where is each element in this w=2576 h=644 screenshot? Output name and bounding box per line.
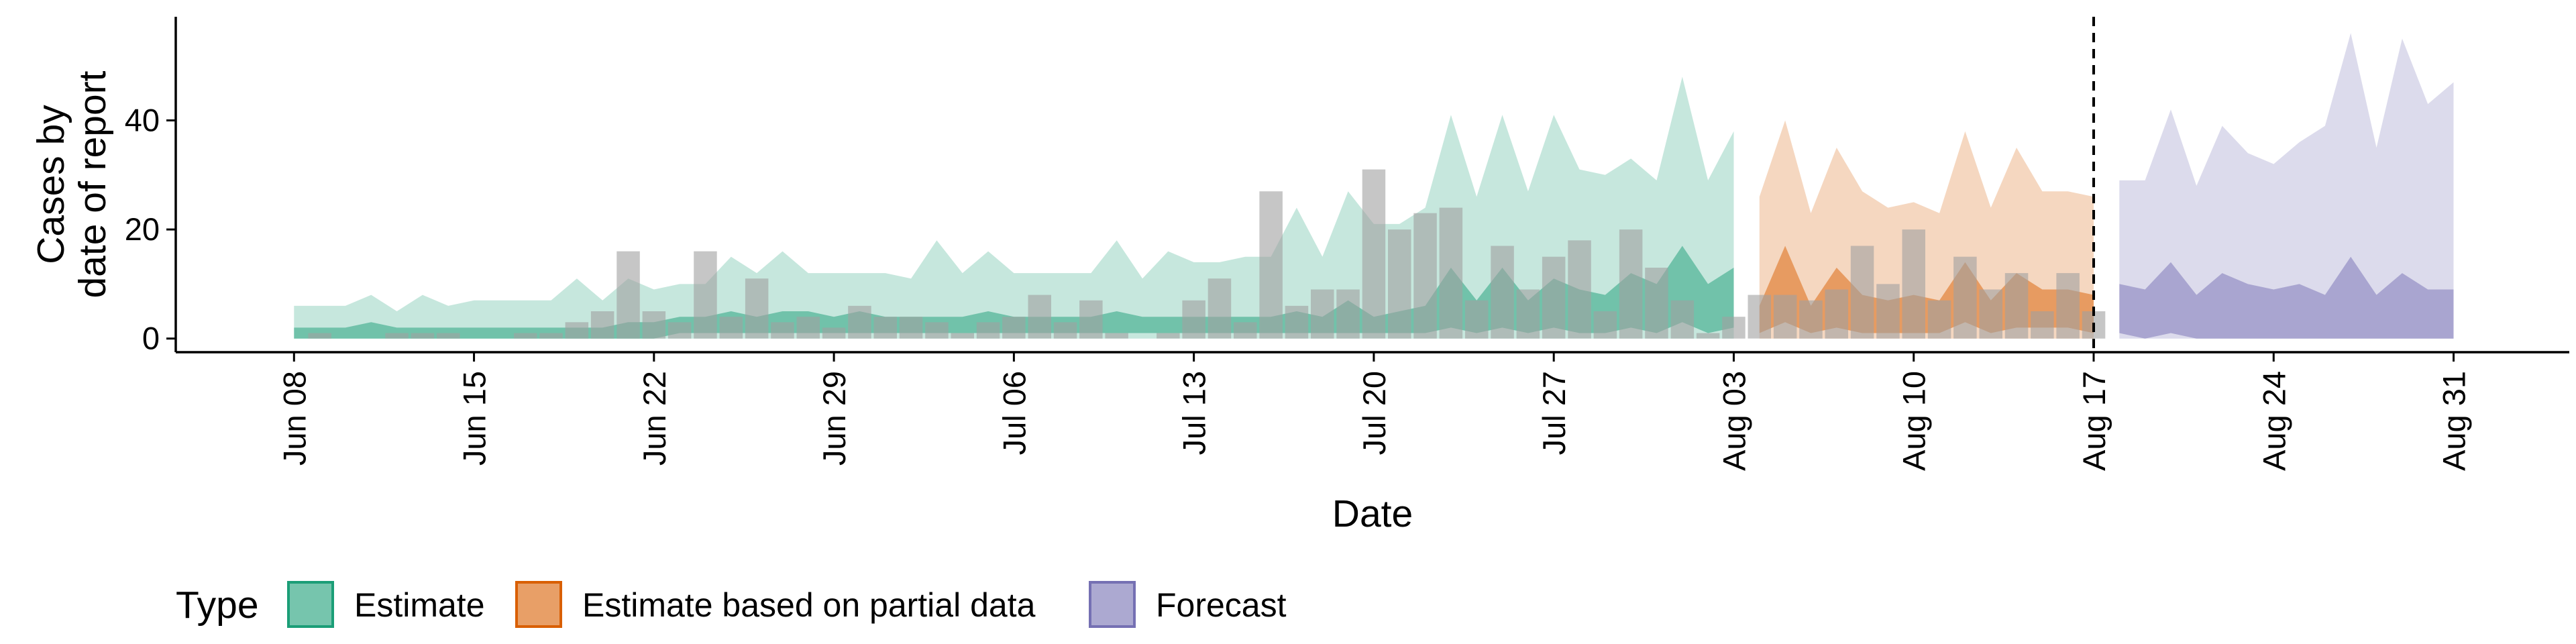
case-bar	[1619, 229, 1643, 339]
case-bar	[848, 305, 871, 339]
legend-key-1	[287, 581, 334, 628]
case-bar	[873, 317, 897, 339]
x-tick-label: Jun 29	[816, 371, 852, 466]
ribbon-50-forecast	[2119, 256, 2454, 339]
case-bar	[1645, 268, 1668, 339]
case-bar	[1053, 322, 1077, 339]
case-bar	[1413, 213, 1437, 339]
case-bar	[1259, 191, 1283, 339]
case-bar	[1568, 240, 1591, 339]
case-bar	[1234, 322, 1257, 339]
x-tick-label: Aug 17	[2076, 371, 2112, 471]
case-bar	[1105, 333, 1128, 339]
case-bar	[822, 327, 846, 339]
x-tick-label: Jun 15	[457, 371, 492, 466]
legend-key-3	[1089, 581, 1136, 628]
x-tick-label: Jun 08	[276, 371, 312, 466]
case-bar	[667, 322, 692, 339]
ribbon-90-forecast	[2119, 33, 2454, 339]
x-tick-label: Aug 31	[2436, 371, 2472, 471]
x-axis-title: Date	[1332, 492, 1413, 535]
legend-label-1: Estimate	[354, 586, 485, 624]
case-bar	[616, 251, 640, 339]
case-bar	[1002, 317, 1026, 339]
case-bar	[1439, 207, 1463, 339]
y-tick-label: 40	[125, 102, 160, 138]
case-bar	[385, 333, 409, 339]
case-bar	[1157, 333, 1180, 339]
axes-layer: 0 20 40 Jun 08 Jun 15 Jun 22 Jun 29 Jul 06 Jul 1…	[30, 17, 2569, 535]
case-bar	[796, 317, 820, 339]
case-bar	[1182, 300, 1205, 339]
case-bar	[771, 322, 794, 339]
case-bar	[925, 322, 949, 339]
case-bar	[1336, 289, 1360, 339]
case-bar	[899, 317, 923, 339]
case-bar	[1491, 246, 1514, 339]
case-bar	[437, 333, 460, 339]
case-bar	[1285, 305, 1309, 339]
case-bar	[1028, 294, 1051, 339]
case-bar	[1927, 300, 1951, 339]
x-tick-label: Jul 13	[1177, 371, 1212, 455]
case-bar	[565, 322, 589, 339]
case-bar	[2004, 273, 2029, 339]
case-bar	[1388, 229, 1411, 339]
x-tick-label: Jul 20	[1356, 371, 1392, 455]
legend: Type Estimate Estimate based on partial da…	[176, 581, 1287, 628]
y-tick-label: 0	[142, 321, 160, 356]
case-bar	[1696, 333, 1720, 339]
x-tick-label: Aug 03	[1717, 371, 1752, 471]
case-bar	[1542, 256, 1566, 339]
legend-label-3: Forecast	[1156, 586, 1287, 624]
x-tick-label: Aug 24	[2256, 371, 2292, 471]
case-bar	[976, 322, 1000, 339]
legend-title: Type	[176, 584, 259, 627]
case-bar	[2031, 311, 2054, 339]
case-bar	[590, 311, 614, 339]
case-bar	[1876, 284, 1900, 339]
case-bar	[1902, 229, 1925, 339]
case-bar	[1850, 246, 1874, 339]
case-bar	[642, 311, 666, 339]
y-axis-title-line1: Cases by	[30, 105, 72, 264]
x-tick-label: Jul 27	[1536, 371, 1572, 455]
case-bar	[514, 333, 537, 339]
x-tick-label: Aug 10	[1896, 371, 1932, 471]
y-axis-title-line2: date of report	[71, 70, 114, 298]
case-bar	[1953, 256, 1977, 339]
x-tick-label: Jun 22	[637, 371, 672, 466]
case-bar	[1311, 289, 1334, 339]
case-bar	[745, 278, 769, 339]
case-bar	[1825, 289, 1848, 339]
case-bar	[951, 333, 974, 339]
case-bar	[1670, 300, 1695, 339]
case-bar	[1465, 300, 1489, 339]
case-bar	[1979, 289, 2002, 339]
x-tick-label: Jul 06	[996, 371, 1032, 455]
case-bar	[1208, 278, 1232, 339]
case-bar	[1722, 317, 1746, 339]
case-bar	[694, 251, 717, 339]
y-tick-label: 20	[125, 211, 160, 247]
case-bar	[411, 333, 435, 339]
case-bar	[719, 317, 743, 339]
case-bar	[1079, 300, 1103, 339]
case-bar	[1516, 289, 1540, 339]
case-bar	[308, 333, 331, 339]
case-bar	[2056, 273, 2080, 339]
legend-key-2	[515, 581, 562, 628]
case-bar	[1593, 311, 1617, 339]
case-bar	[1362, 169, 1386, 339]
case-bar	[1773, 294, 1797, 339]
legend-label-2: Estimate based on partial data	[582, 586, 1036, 624]
case-bar	[1748, 294, 1771, 339]
case-bar	[1799, 300, 1823, 339]
case-bar	[539, 333, 563, 339]
reported-cases-bars	[308, 169, 2106, 339]
